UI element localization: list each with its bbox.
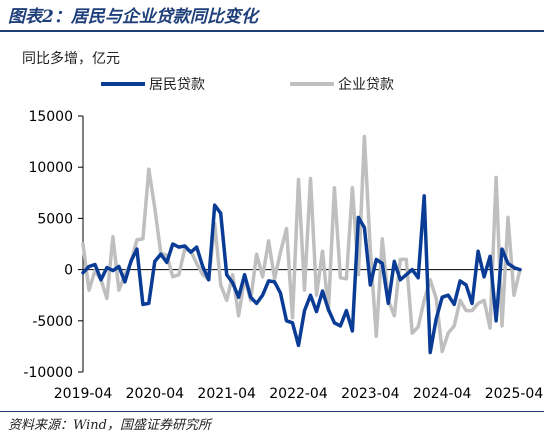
household-series-line <box>81 194 522 355</box>
y-tick-label: 0 <box>64 263 73 279</box>
y-tick-label: -5000 <box>32 314 73 330</box>
legend-corporate-label: 企业贷款 <box>338 77 394 93</box>
source-note: 资料来源：Wind，国盛证券研究所 <box>8 418 211 433</box>
y-tick-label: 15000 <box>28 109 73 125</box>
x-tick-label: 2023-04 <box>341 386 400 402</box>
x-tick-label: 2020-04 <box>126 386 185 402</box>
corporate-series-line <box>81 134 522 354</box>
footer-rule <box>0 411 544 412</box>
legend-corporate: 企业贷款 <box>290 74 394 94</box>
figure-title: 图表2：居民与企业贷款同比变化 <box>8 7 258 27</box>
y-tick-label: 5000 <box>37 211 73 227</box>
x-tick-label: 2021-04 <box>197 386 256 402</box>
legend-corporate-swatch <box>290 82 334 86</box>
y-axis-unit-label: 同比多增，亿元 <box>22 51 120 67</box>
x-tick-label: 2022-04 <box>269 386 328 402</box>
y-tick-label: 10000 <box>28 160 73 176</box>
x-tick-label: 2025-04 <box>485 386 544 402</box>
legend-household-label: 居民贷款 <box>149 77 205 93</box>
x-tick-label: 2019-04 <box>54 386 113 402</box>
y-tick-label: -10000 <box>23 365 73 381</box>
x-tick-label: 2024-04 <box>413 386 472 402</box>
legend-household-swatch <box>101 82 145 86</box>
title-rule <box>0 30 544 32</box>
legend-household: 居民贷款 <box>101 74 205 94</box>
